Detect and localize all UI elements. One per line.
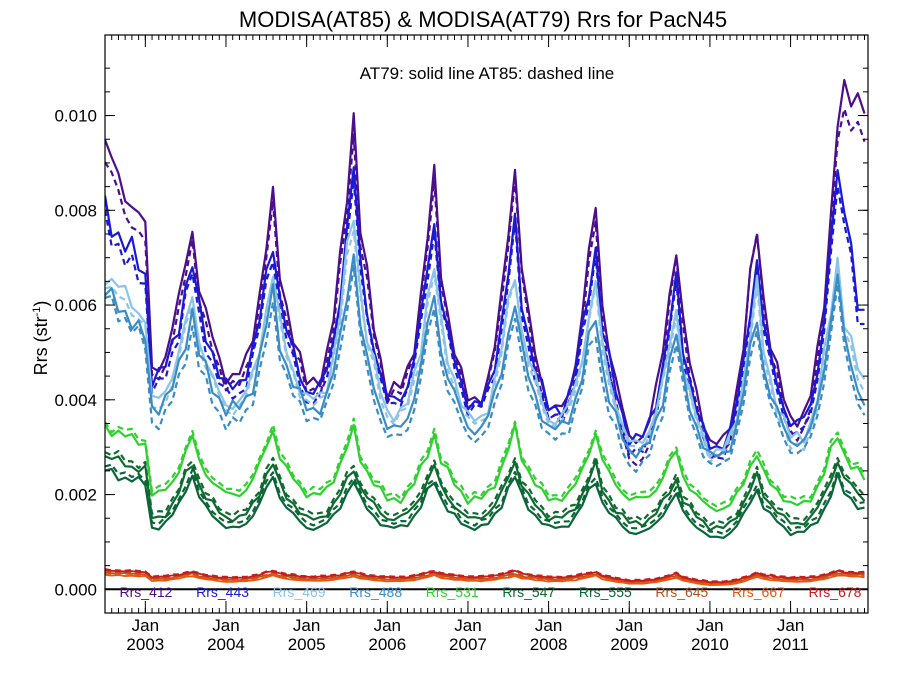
- series-line-rrs-667-solid: [105, 574, 865, 586]
- series-line-rrs-443-dashed: [105, 178, 865, 460]
- series-line-rrs-488-solid: [105, 253, 866, 459]
- series-line-rrs-488-dashed: [105, 265, 866, 473]
- legend-label-rrs-645: Rrs_645: [655, 584, 708, 600]
- y-tick-label: 0.010: [54, 107, 97, 126]
- y-tick-label: 0.006: [54, 296, 97, 315]
- x-tick-label-month: Jan: [374, 616, 401, 635]
- legend-label-rrs-488: Rrs_488: [349, 584, 402, 600]
- x-tick-label-year: 2006: [368, 635, 406, 654]
- series-line-rrs-547-dashed: [105, 449, 866, 526]
- y-tick-label: 0.008: [54, 201, 97, 220]
- legend-label-rrs-555: Rrs_555: [579, 584, 632, 600]
- y-tick-label: 0.002: [54, 486, 97, 505]
- x-tick-label-year: 2005: [288, 635, 326, 654]
- x-axis-ticks: Jan2003Jan2004Jan2005Jan2006Jan2007Jan20…: [104, 35, 866, 654]
- y-axis-label: Rrs (str-1): [31, 301, 51, 376]
- chart-subtitle: AT79: solid line AT85: dashed line: [360, 64, 615, 83]
- series-line-rrs-531-dashed: [105, 417, 866, 508]
- series-line-rrs-531-solid: [105, 422, 866, 513]
- x-tick-label-month: Jan: [535, 616, 562, 635]
- x-tick-label-year: 2009: [610, 635, 648, 654]
- legend-label-rrs-667: Rrs_667: [732, 584, 785, 600]
- y-axis-label-superscript: -1: [31, 307, 43, 317]
- x-tick-label-year: 2007: [449, 635, 487, 654]
- y-tick-label: 0.000: [54, 580, 97, 599]
- x-tick-label-year: 2008: [530, 635, 568, 654]
- series-line-rrs-555-dashed: [105, 463, 865, 535]
- series-line-rrs-412-solid: [105, 78, 866, 446]
- x-tick-label-year: 2011: [772, 635, 809, 654]
- x-tick-label-month: Jan: [777, 616, 804, 635]
- x-tick-label-month: Jan: [293, 616, 320, 635]
- legend-label-rrs-531: Rrs_531: [426, 584, 479, 600]
- plot-frame: [104, 34, 869, 614]
- chart-title: MODISA(AT85) & MODISA(AT79) Rrs for PacN…: [239, 7, 727, 32]
- x-tick-label-month: Jan: [696, 616, 723, 635]
- x-tick-label-year: 2003: [126, 635, 164, 654]
- legend-label-rrs-678: Rrs_678: [809, 584, 862, 600]
- legend-label-rrs-469: Rrs_469: [273, 584, 326, 600]
- y-axis-label-main: Rrs (str: [31, 316, 51, 375]
- x-tick-label-year: 2010: [691, 635, 729, 654]
- y-axis-ticks: 0.000 0.002 0.004 0.006 0.008 0.010: [54, 67, 868, 599]
- y-tick-label: 0.004: [54, 391, 97, 410]
- series-line-rrs-555-solid: [105, 467, 865, 539]
- legend-label-rrs-443: Rrs_443: [196, 584, 249, 600]
- x-tick-label-month: Jan: [132, 616, 159, 635]
- x-tick-label-month: Jan: [454, 616, 481, 635]
- x-tick-label-month: Jan: [616, 616, 643, 635]
- y-axis-label-close: ): [31, 301, 51, 307]
- series-layer: [105, 78, 866, 586]
- legend-label-rrs-547: Rrs_547: [502, 584, 555, 600]
- legend: Rrs_412 Rrs_443 Rrs_469 Rrs_488 Rrs_531 Rrs_5…: [120, 584, 862, 600]
- series-line-rrs-667-dashed: [105, 572, 865, 585]
- series-line-rrs-678-solid: [105, 569, 865, 584]
- legend-label-rrs-412: Rrs_412: [120, 584, 173, 600]
- x-tick-label-year: 2004: [207, 635, 245, 654]
- x-tick-label-month: Jan: [212, 616, 239, 635]
